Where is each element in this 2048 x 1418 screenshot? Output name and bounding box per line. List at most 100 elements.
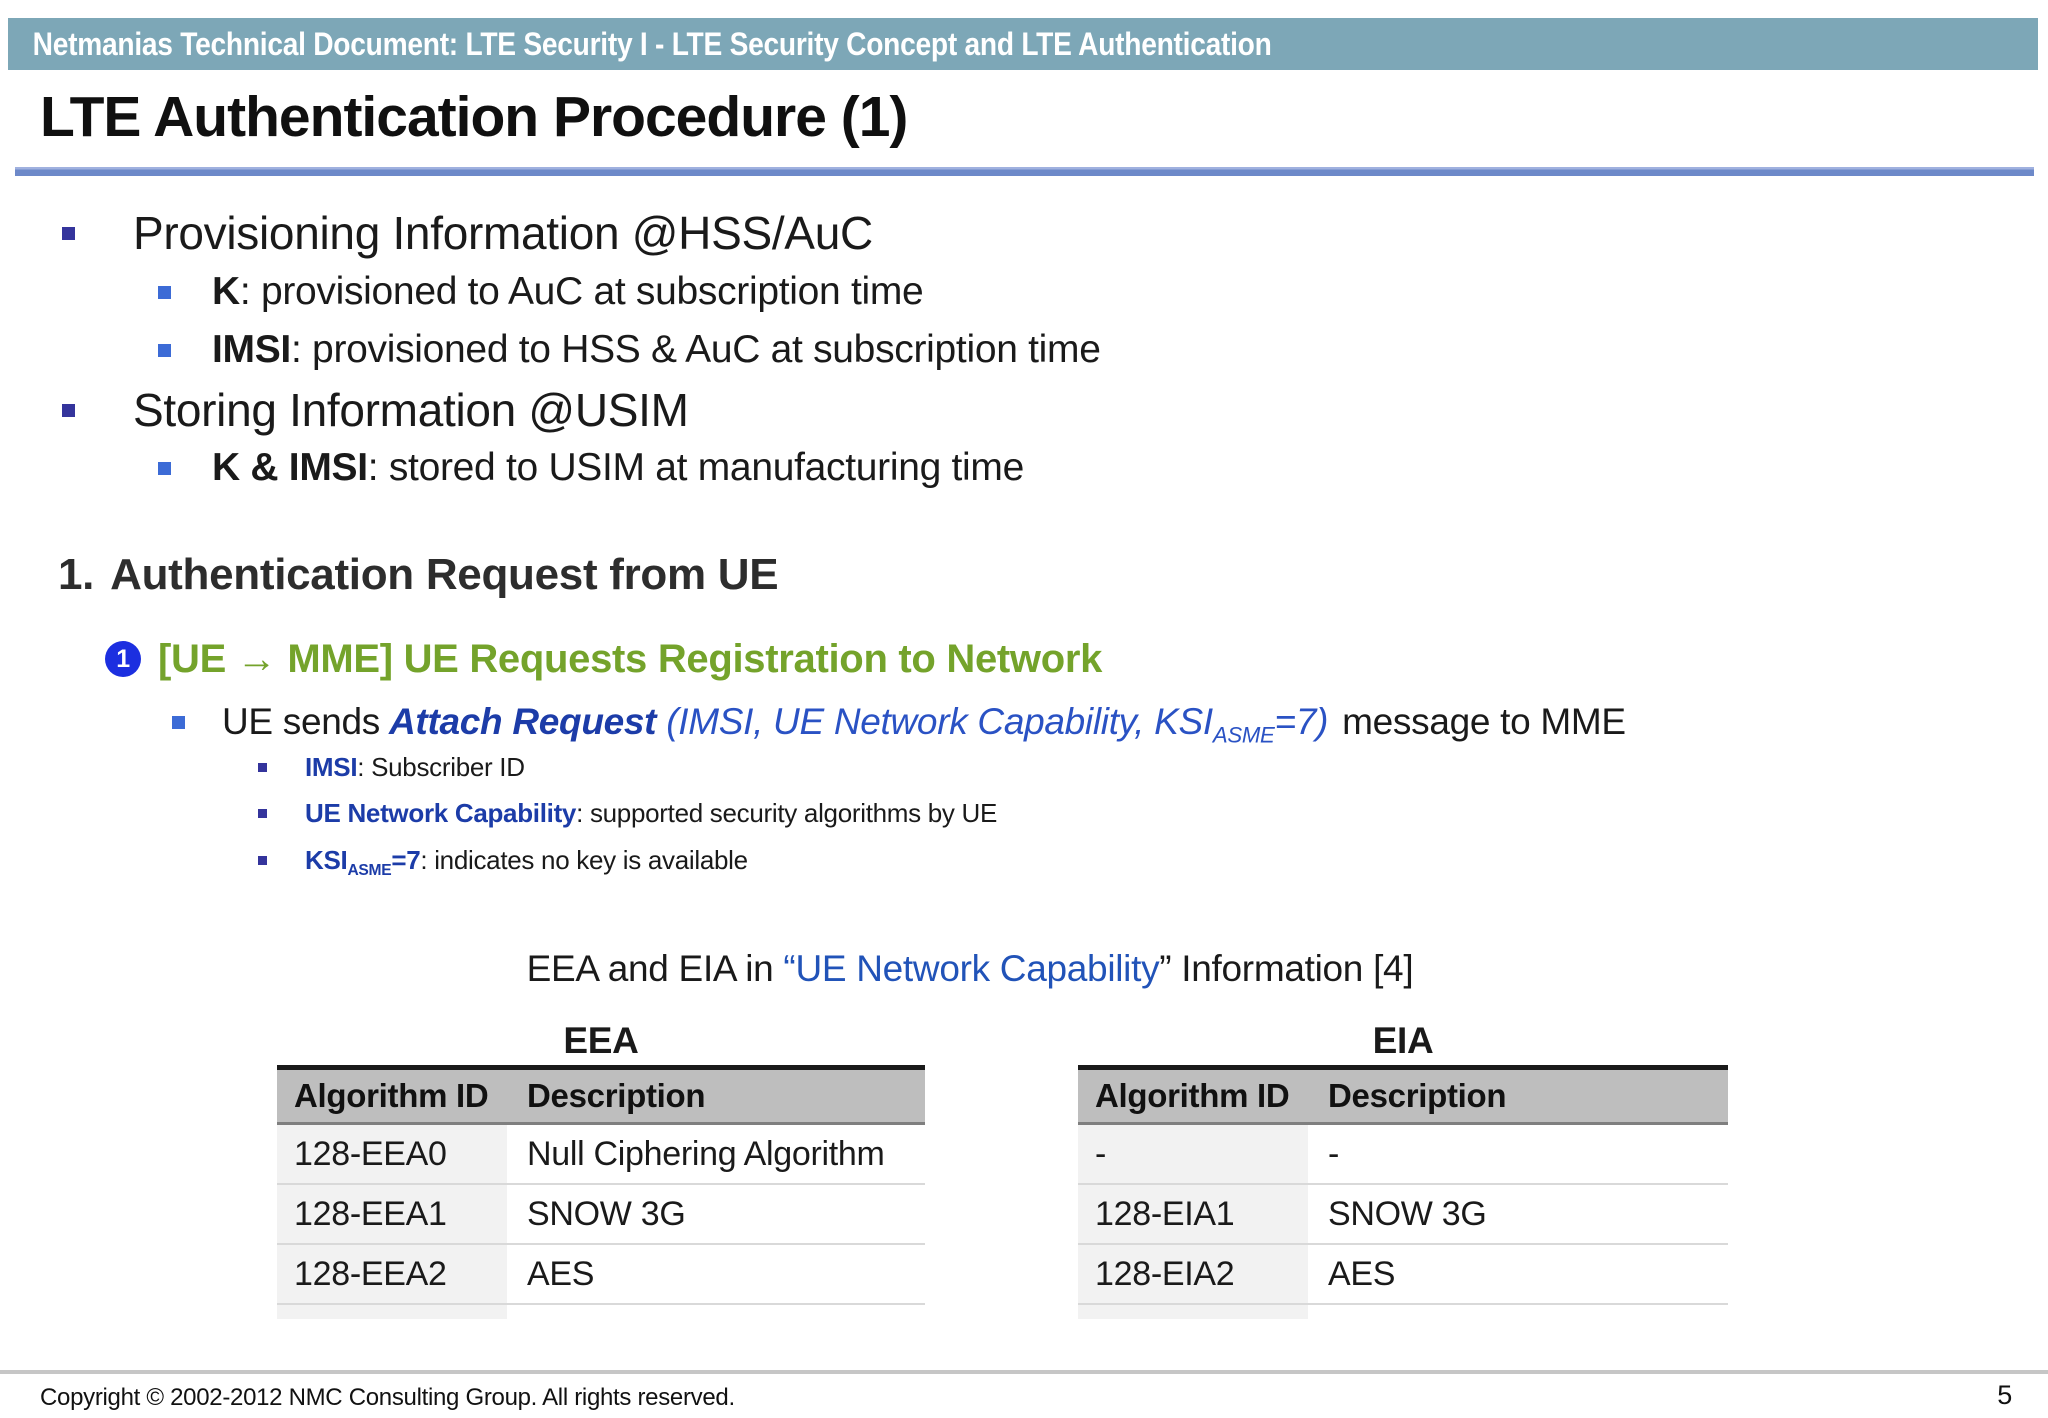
document-header-bar: Netmanias Technical Document: LTE Securi… [8, 18, 2038, 70]
table-row: - - [1078, 1125, 1728, 1185]
table-row: 128-EIA1 SNOW 3G [1078, 1185, 1728, 1245]
bullet-text: Storing Information @USIM [133, 384, 689, 436]
table-row: 128-EEA0 Null Ciphering Algorithm [277, 1125, 925, 1185]
subbullet-ue-network-capability: UE Network Capability: supported securit… [258, 796, 997, 830]
eea-table: Algorithm ID Description 128-EEA0 Null C… [277, 1065, 925, 1319]
bullet-text: K: provisioned to AuC at subscription ti… [212, 268, 924, 316]
cell-description: SNOW 3G [1328, 1194, 1487, 1233]
bullet-imsi: IMSI: provisioned to HSS & AuC at subscr… [158, 326, 1101, 374]
bullet-text: UE Network Capability: supported securit… [305, 796, 997, 830]
subbullet-imsi: IMSI: Subscriber ID [258, 750, 525, 784]
cell-algorithm-id: 128-EEA0 [277, 1125, 510, 1183]
column-header: Algorithm ID [294, 1077, 489, 1114]
table-row: 128-EEA2 AES [277, 1245, 925, 1305]
cell-algorithm-id: 128-EEA1 [277, 1185, 510, 1243]
ksi-base: KSI [305, 845, 348, 875]
ksi-subscript: ASME [347, 862, 392, 880]
cell-algorithm-id: - [1078, 1125, 1311, 1183]
footer-divider [0, 1370, 2048, 1374]
term-k-imsi-desc: : stored to USIM at manufacturing time [367, 446, 1025, 489]
bullet-k: K: provisioned to AuC at subscription ti… [158, 268, 924, 316]
caption-post: Information [4] [1171, 948, 1414, 989]
term-imsi-desc: : Subscriber ID [357, 752, 525, 782]
table-row: 128-EEA1 SNOW 3G [277, 1185, 925, 1245]
table-bottom-sliver [1078, 1305, 1728, 1319]
cell-description: AES [1328, 1254, 1396, 1293]
table-bottom-sliver [277, 1305, 925, 1319]
cell-description: SNOW 3G [527, 1194, 686, 1233]
bullet-storing-heading: Storing Information @USIM [62, 383, 689, 437]
term-unc-desc: : supported security algorithms by UE [576, 798, 998, 828]
section-heading-text: Authentication Request from UE [110, 550, 779, 599]
page-number: 5 [1997, 1380, 2012, 1410]
bullet-square-icon [158, 343, 171, 357]
term-k: K [212, 270, 240, 313]
cell-algorithm-id: 128-EIA1 [1078, 1185, 1311, 1243]
term-imsi: IMSI [212, 328, 291, 371]
message-tail: message to MME [1342, 701, 1626, 742]
bullet-square-icon [258, 762, 267, 772]
tables-caption: EEA and EIA in “UE Network Capability” I… [200, 948, 1740, 990]
term-k-desc: : provisioned to AuC at subscription tim… [239, 270, 924, 313]
column-header: Description [1328, 1077, 1507, 1114]
cell-algorithm-id: 128-EIA2 [1078, 1245, 1311, 1303]
bullet-attach-request: UE sends Attach Request (IMSI, UE Network … [172, 699, 1626, 746]
term-imsi-desc: : provisioned to HSS & AuC at subscripti… [290, 328, 1101, 371]
table-row: 128-EIA2 AES [1078, 1245, 1728, 1305]
bullet-square-icon [172, 715, 185, 729]
params-subscript: ASME [1212, 722, 1275, 748]
term-unc: UE Network Capability [305, 798, 577, 828]
bullet-square-icon [62, 226, 75, 240]
caption-blue-term: UE Network Capability [795, 948, 1160, 989]
term-ksi: KSIASME=7 [305, 845, 421, 878]
copyright-text: Copyright © 2002-2012 NMC Consulting Gro… [40, 1384, 735, 1411]
column-header: Algorithm ID [1095, 1077, 1290, 1114]
eia-table-label: EIA [1372, 1020, 1434, 1061]
bullet-square-icon [258, 855, 267, 865]
sliver-cell [510, 1305, 925, 1319]
ksi-eq: =7 [391, 845, 421, 875]
cell-description: Null Ciphering Algorithm [527, 1134, 885, 1173]
section-number: 1. [58, 550, 95, 599]
bullet-square-icon [158, 285, 171, 299]
page-title: LTE Authentication Procedure (1) [40, 85, 908, 149]
bullet-text: IMSI: Subscriber ID [305, 750, 525, 784]
step-line: 1 [UE → MME] UE Requests Registration to… [105, 634, 1102, 684]
bullet-square-icon [62, 403, 75, 417]
sliver-cell [1078, 1305, 1311, 1319]
eia-table: Algorithm ID Description - - 128-EIA1 SN… [1078, 1065, 1728, 1319]
bullet-square-icon [158, 461, 171, 475]
bullet-text: Provisioning Information @HSS/AuC [133, 207, 873, 259]
step-text: [UE → MME] UE Requests Registration to N… [158, 636, 1103, 681]
bullet-text: UE sends Attach Request (IMSI, UE Network … [222, 699, 1626, 746]
params-post: =7) [1274, 701, 1329, 742]
step-1-circle-badge: 1 [105, 641, 141, 677]
cell-algorithm-id: 128-EEA2 [277, 1245, 510, 1303]
caption-pre: EEA and EIA in [526, 948, 784, 989]
title-underline-rule [15, 167, 2034, 176]
eea-table-label: EEA [563, 1020, 639, 1061]
sliver-cell [277, 1305, 510, 1319]
column-header: Description [527, 1077, 706, 1114]
ue-sends-text: UE sends [222, 701, 381, 742]
section-heading: 1. Authentication Request from UE [58, 549, 779, 601]
bullet-text: K & IMSI: stored to USIM at manufacturin… [212, 444, 1024, 492]
subbullet-ksi: KSIASME=7: indicates no key is available [258, 843, 748, 878]
attach-request-term: Attach Request [389, 701, 657, 742]
caption-open-quote: “ [783, 948, 796, 989]
eea-header-row: Algorithm ID Description [277, 1070, 925, 1125]
cell-description: AES [527, 1254, 595, 1293]
term-imsi: IMSI [305, 752, 358, 782]
cell-description: - [1328, 1134, 1340, 1173]
sliver-cell [1311, 1305, 1728, 1319]
params-pre: (IMSI, UE Network Capability, KSI [666, 701, 1213, 742]
term-ksi-desc: : indicates no key is available [420, 845, 748, 875]
bullet-text: KSIASME=7: indicates no key is available [305, 843, 748, 878]
attach-request-params: (IMSI, UE Network Capability, KSIASME=7) [666, 701, 1329, 746]
bullet-square-icon [258, 808, 267, 818]
bullet-k-imsi: K & IMSI: stored to USIM at manufacturin… [158, 444, 1024, 492]
eia-header-row: Algorithm ID Description [1078, 1070, 1728, 1125]
caption-close-quote: ” [1159, 948, 1172, 989]
document-header-title: Netmanias Technical Document: LTE Securi… [32, 25, 1272, 62]
